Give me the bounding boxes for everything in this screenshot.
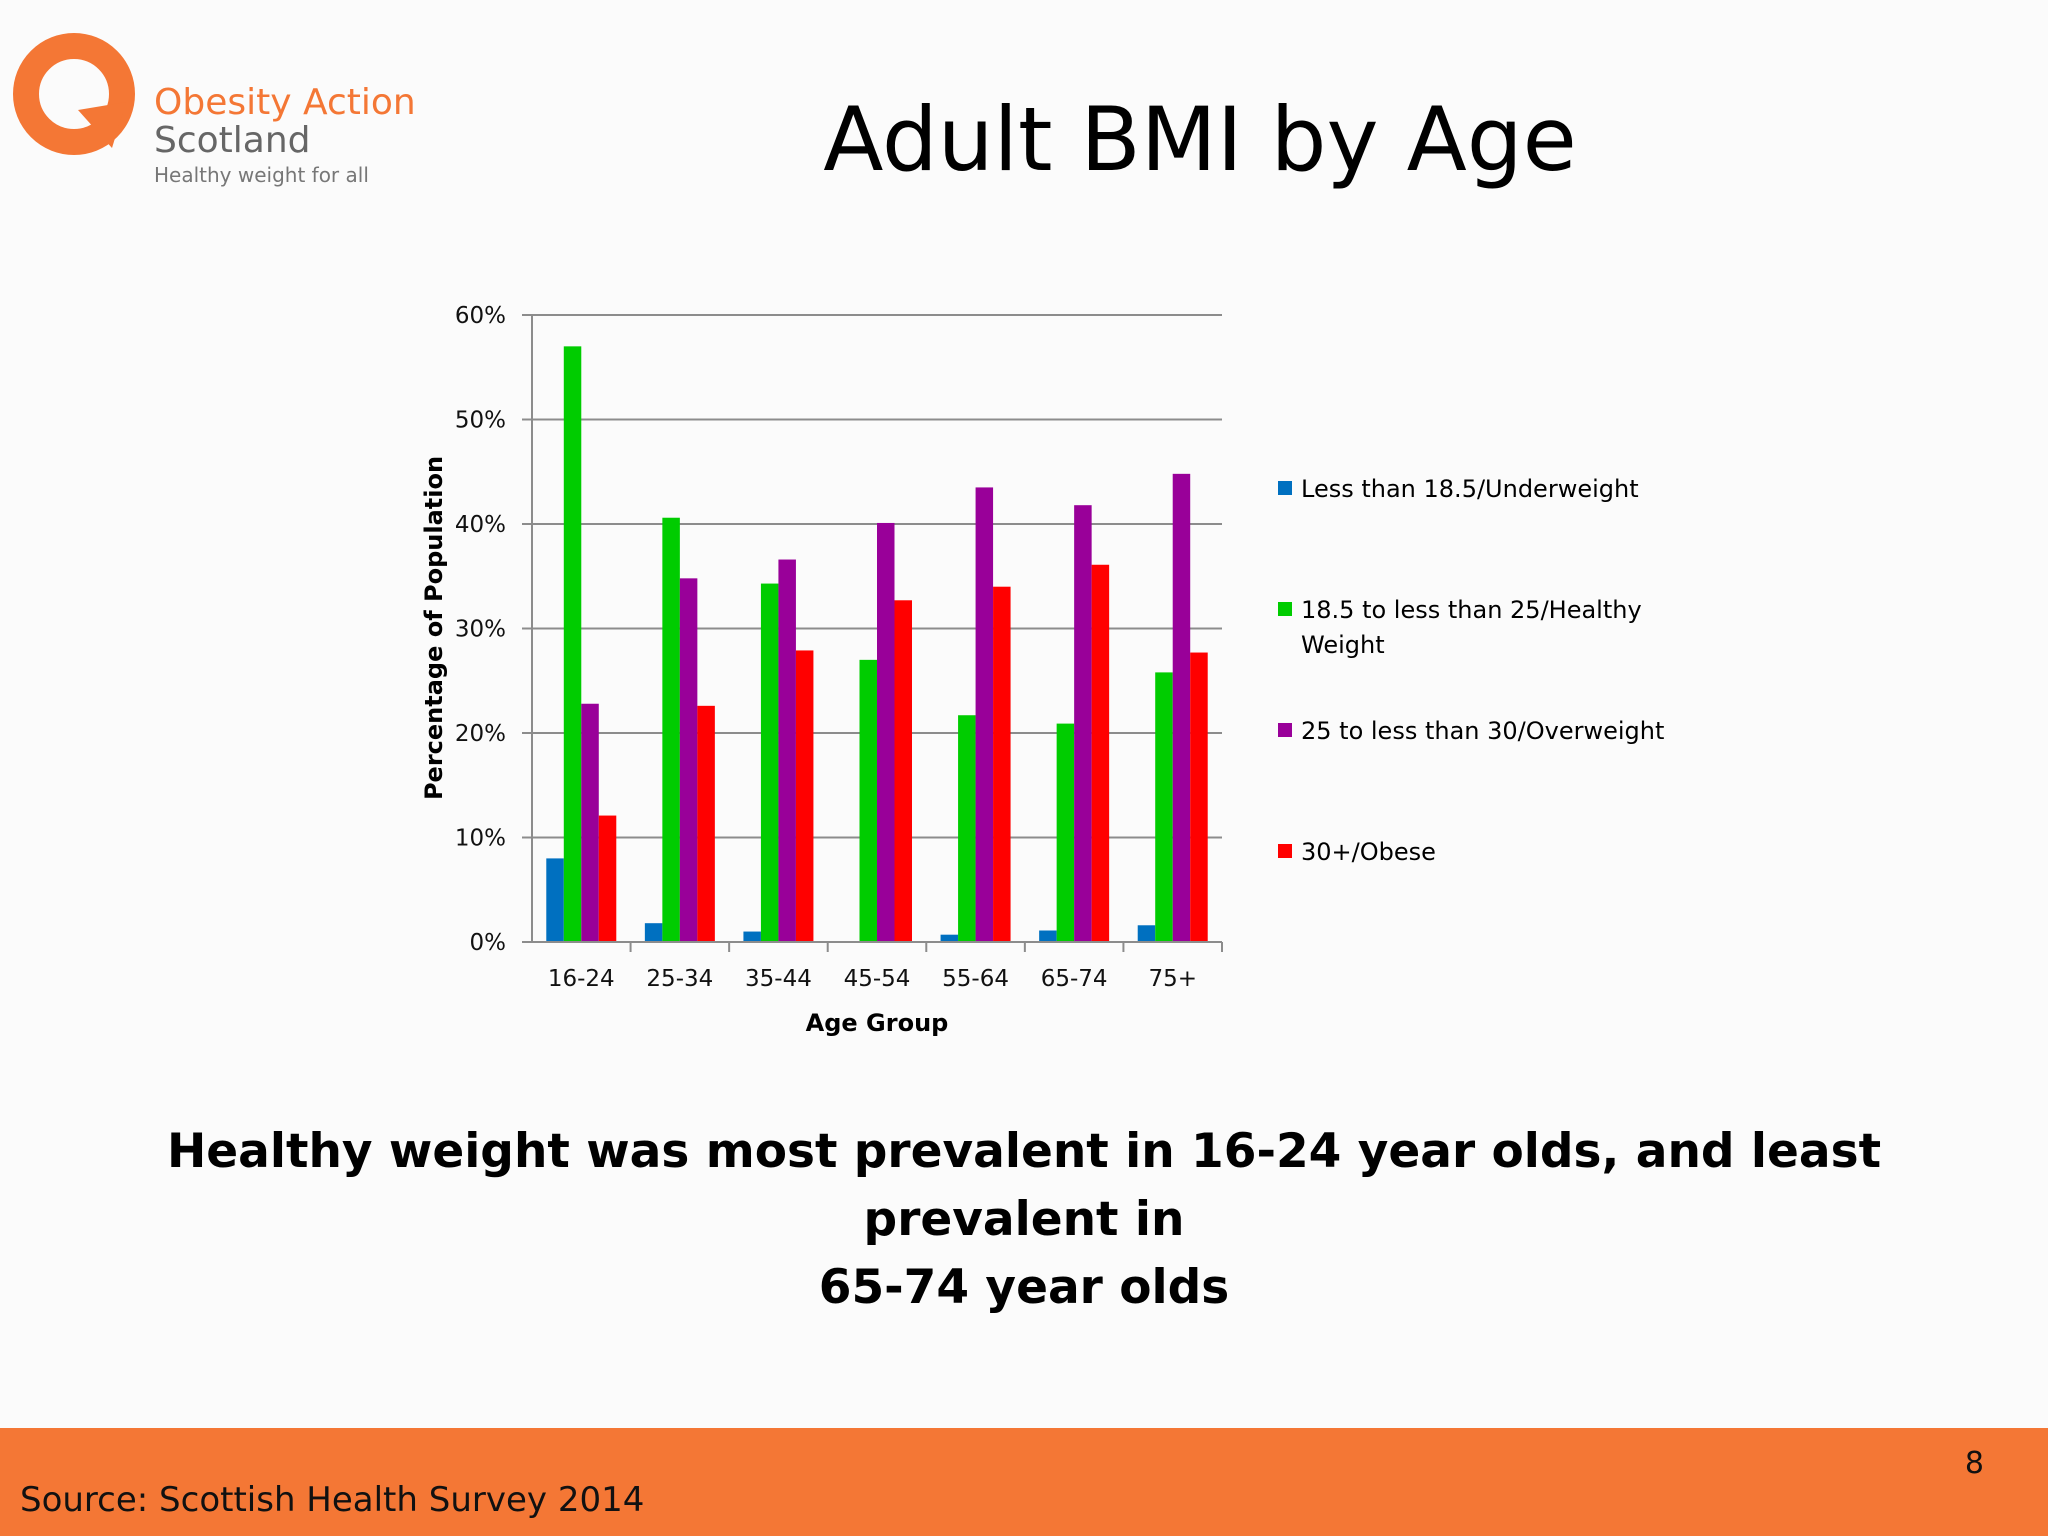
x-tick-label: 25-34 xyxy=(646,966,713,992)
bar-obese-35-44 xyxy=(795,650,814,942)
legend-swatch-obese xyxy=(1278,844,1292,858)
bar-underweight-16-24 xyxy=(546,858,564,942)
legend-swatch-healthy xyxy=(1278,602,1292,616)
bar-obese-25-34 xyxy=(697,705,715,942)
bar-healthy-25-34 xyxy=(662,517,680,942)
legend-label-overweight: 25 to less than 30/Overweight xyxy=(1301,717,1664,745)
x-tick-label: 55-64 xyxy=(942,966,1009,992)
bar-obese-75+ xyxy=(1190,652,1208,942)
logo-tagline: Healthy weight for all xyxy=(154,163,369,187)
x-axis-title: Age Group xyxy=(806,1009,949,1037)
bar-underweight-25-34 xyxy=(644,923,663,942)
logo-q-icon xyxy=(13,33,135,155)
bar-overweight-16-24 xyxy=(581,703,599,942)
x-tick-label: 45-54 xyxy=(844,966,911,992)
source-text: Source: Scottish Health Survey 2014 xyxy=(20,1480,645,1520)
bar-healthy-65-74 xyxy=(1056,723,1075,942)
slide-title: Adult BMI by Age xyxy=(823,88,1577,191)
y-tick-label: 40% xyxy=(455,512,506,538)
bar-overweight-75+ xyxy=(1172,473,1191,942)
logo-q-tail-icon xyxy=(78,102,126,148)
chart-caption: Healthy weight was most prevalent in 16-… xyxy=(100,1118,1948,1322)
bar-overweight-25-34 xyxy=(679,578,698,942)
bar-underweight-75+ xyxy=(1137,925,1156,942)
bar-obese-16-24 xyxy=(598,815,617,942)
y-tick-label: 50% xyxy=(455,408,506,434)
bar-obese-45-54 xyxy=(894,600,912,942)
obesity-action-scotland-logo: Obesity Action Scotland Healthy weight f… xyxy=(13,33,416,187)
x-tick-label: 16-24 xyxy=(548,966,615,992)
chart-legend: Less than 18.5/Underweight 18.5 to less t… xyxy=(1278,475,1664,866)
legend-label-healthy: 18.5 to less than 25/Healthy Weight xyxy=(1301,596,1642,659)
bar-overweight-55-64 xyxy=(975,487,994,942)
y-tick-label: 10% xyxy=(455,826,506,852)
logo-line1: Obesity Action xyxy=(154,82,416,123)
chart-bars xyxy=(546,346,1208,943)
y-tick-label: 0% xyxy=(470,930,507,956)
bar-healthy-35-44 xyxy=(760,583,779,942)
chart-axes: 0% 10% 20% 30% 40% 50% 60% 16-24 25-34 35-44 45-54… xyxy=(455,303,1223,992)
page-number: 8 xyxy=(1964,1446,1984,1481)
y-tick-label: 30% xyxy=(455,617,506,643)
legend-swatch-overweight xyxy=(1278,723,1292,737)
bar-obese-55-64 xyxy=(993,586,1011,942)
bar-healthy-16-24 xyxy=(563,346,582,943)
bar-healthy-45-54 xyxy=(859,659,877,942)
bar-healthy-55-64 xyxy=(958,715,976,942)
bar-underweight-65-74 xyxy=(1039,930,1057,942)
bar-healthy-75+ xyxy=(1155,672,1173,942)
legend-label-obese: 30+/Obese xyxy=(1301,838,1436,866)
footer-bar: 8 Source: Scottish Health Survey 2014 xyxy=(0,1428,2048,1536)
bar-underweight-35-44 xyxy=(743,931,761,942)
legend-swatch-underweight xyxy=(1278,481,1292,495)
y-tick-label: 60% xyxy=(455,303,506,329)
bmi-bar-chart: 0% 10% 20% 30% 40% 50% 60% 16-24 25-34 35-44 45-54… xyxy=(420,303,1664,1037)
bar-overweight-45-54 xyxy=(877,522,895,942)
bar-underweight-55-64 xyxy=(940,934,959,942)
bar-overweight-65-74 xyxy=(1074,505,1092,942)
bar-obese-65-74 xyxy=(1091,564,1110,942)
legend-label-underweight: Less than 18.5/Underweight xyxy=(1301,475,1639,503)
caption-line-1: Healthy weight was most prevalent in 16-… xyxy=(166,1124,1882,1247)
caption-line-2: 65-74 year olds xyxy=(818,1260,1230,1315)
logo-line2: Scotland xyxy=(154,120,311,161)
y-axis-title: Percentage of Population xyxy=(420,456,448,800)
y-tick-label: 20% xyxy=(455,721,506,747)
x-tick-label: 35-44 xyxy=(745,966,812,992)
x-tick-label: 75+ xyxy=(1148,966,1197,992)
x-tick-label: 65-74 xyxy=(1041,966,1108,992)
bar-overweight-35-44 xyxy=(778,559,796,942)
